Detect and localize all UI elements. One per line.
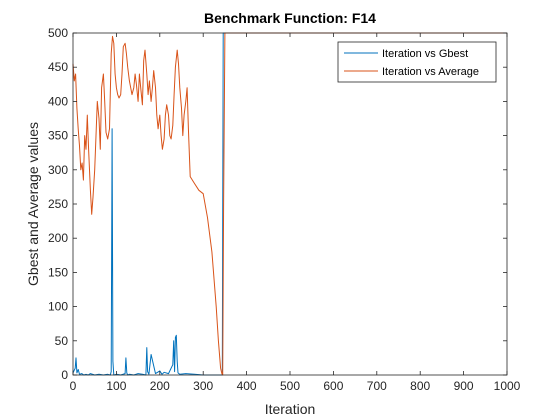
x-tick-label: 0: [70, 379, 77, 393]
y-tick-label: 400: [48, 94, 68, 108]
x-tick-label: 200: [150, 379, 170, 393]
y-tick-label: 450: [48, 60, 68, 74]
y-tick-label: 50: [55, 334, 69, 348]
y-axis-label: Gbest and Average values: [25, 122, 41, 286]
x-axis-label: Iteration: [265, 401, 316, 417]
plot-area: [73, 33, 507, 375]
x-tick-label: 100: [106, 379, 126, 393]
chart-title: Benchmark Function: F14: [204, 10, 376, 26]
x-tick-label: 400: [237, 379, 257, 393]
y-tick-label: 200: [48, 231, 68, 245]
legend-entry-average: Iteration vs Average: [382, 66, 479, 78]
y-tick-label: 500: [48, 26, 68, 40]
x-tick-label: 900: [454, 379, 474, 393]
x-tick-label: 300: [193, 379, 213, 393]
y-tick-label: 300: [48, 163, 68, 177]
x-tick-label: 1000: [494, 379, 521, 393]
legend: Iteration vs Gbest Iteration vs Average: [337, 41, 497, 83]
x-tick-label: 500: [280, 379, 300, 393]
series-line-1: [72, 32, 507, 376]
y-tick-label: 250: [48, 197, 68, 211]
y-tick-label: 150: [48, 265, 68, 279]
y-tick-label: 350: [48, 129, 68, 143]
legend-entry-gbest: Iteration vs Gbest: [382, 48, 468, 60]
y-tick-label: 100: [48, 300, 68, 314]
legend-box: [337, 41, 497, 83]
x-tick-label: 600: [323, 379, 343, 393]
x-tick-label: 700: [367, 379, 387, 393]
x-tick-label: 800: [410, 379, 430, 393]
y-tick-label: 0: [61, 368, 68, 382]
axis-ticks: 0 100 200 300 400 500 600 700 800 900 1000 0 50 100 15…: [48, 26, 521, 393]
